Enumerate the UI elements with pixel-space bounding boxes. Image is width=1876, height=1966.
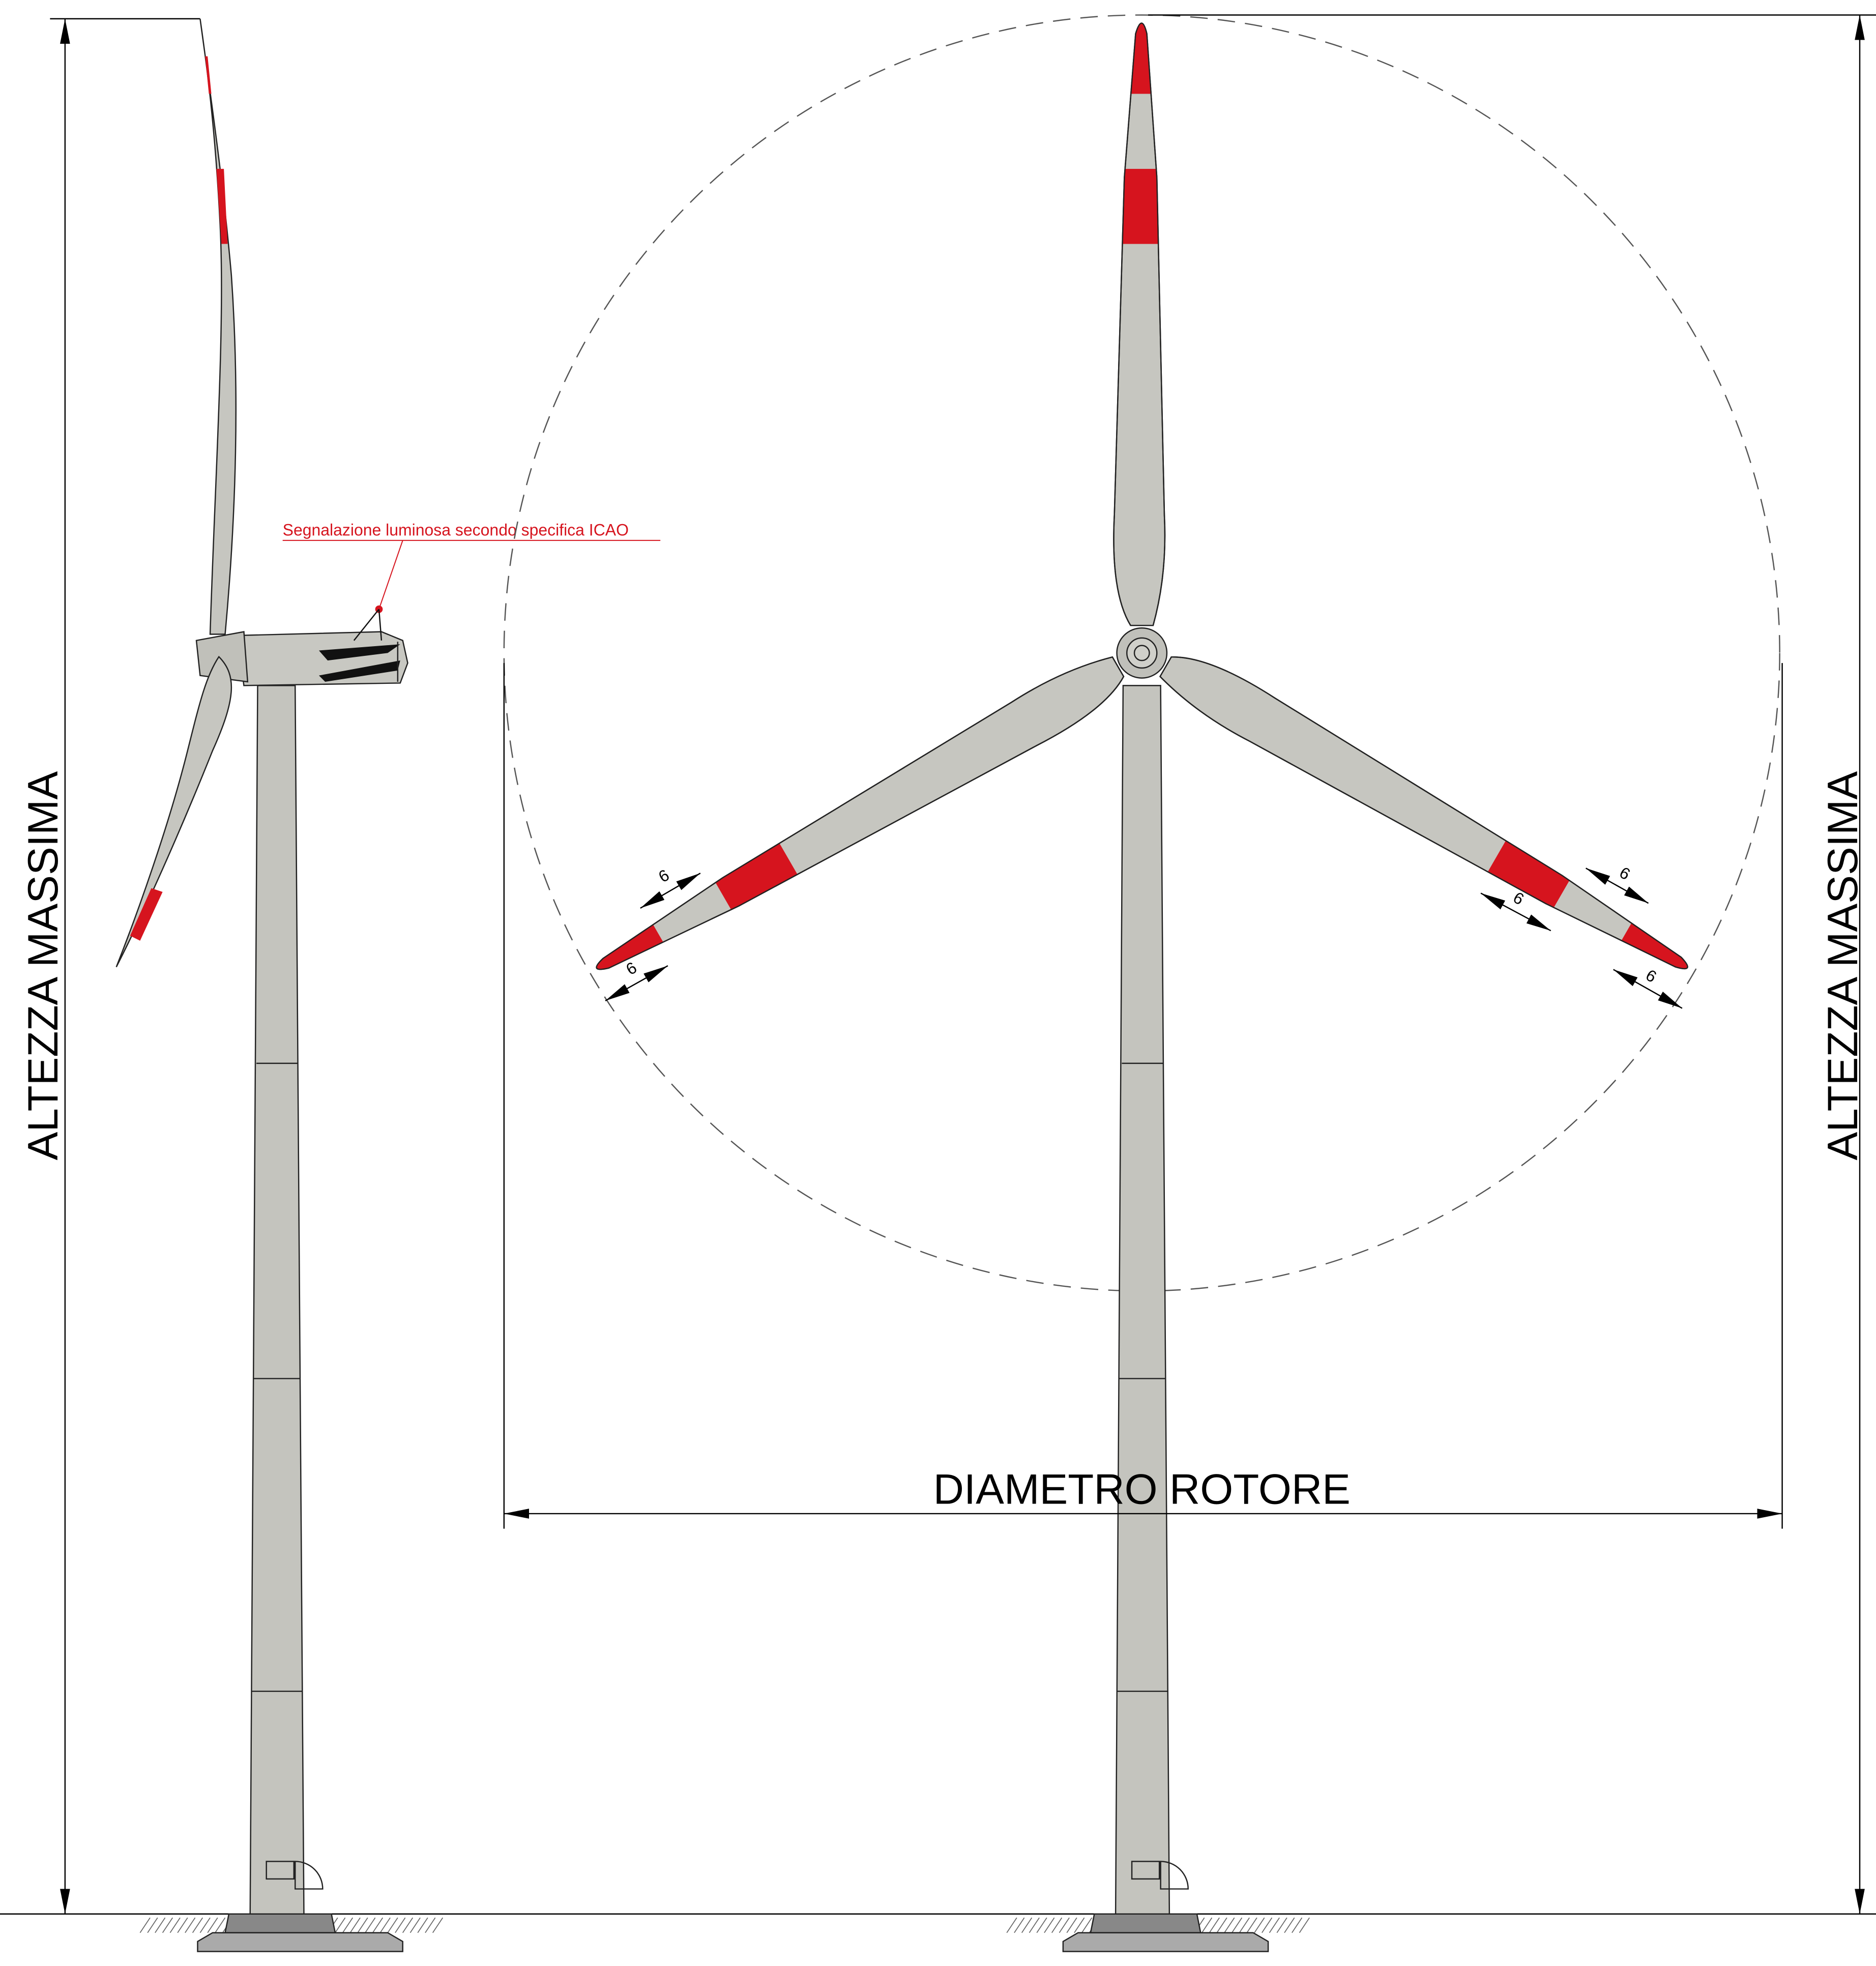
front-view-turbine-part bbox=[1063, 1933, 1268, 1952]
front-view-turbine-part bbox=[1091, 1914, 1200, 1933]
blade-part-part bbox=[1104, 169, 1180, 244]
blade bbox=[560, 634, 1137, 1011]
height-label: ALTEZZA MASSIMA bbox=[19, 771, 67, 1160]
side-view-turbine-part bbox=[216, 169, 227, 244]
height-dimension-right: ALTEZZA MASSIMA bbox=[1148, 15, 1876, 1914]
blade bbox=[1104, 3, 1180, 625]
height-dimension-left: ALTEZZA MASSIMA bbox=[19, 19, 200, 1914]
side-view-turbine-part bbox=[250, 685, 304, 1914]
front-view-turbine-part bbox=[1127, 638, 1157, 668]
blade-part bbox=[1113, 23, 1165, 625]
mark-length: 6 bbox=[1510, 888, 1527, 909]
side-view-turbine-part bbox=[379, 540, 403, 609]
diameter-label: DIAMETRO ROTORE bbox=[933, 1465, 1351, 1513]
side-view-turbine-part bbox=[225, 1914, 335, 1933]
height-label: ALTEZZA MASSIMA bbox=[1819, 771, 1866, 1160]
front-view-turbine-part bbox=[1116, 685, 1169, 1914]
mark-length: 6 bbox=[1643, 966, 1659, 986]
side-view-turbine-part bbox=[205, 56, 211, 94]
mark-length: 6 bbox=[655, 865, 672, 886]
blade-part bbox=[1154, 643, 1702, 988]
icao-note: Segnalazione luminosa secondo specifica … bbox=[283, 521, 629, 539]
side-view-turbine-part bbox=[200, 19, 236, 634]
side-view-turbine-part bbox=[116, 657, 231, 967]
mark-length: 6 bbox=[623, 958, 639, 978]
side-view-turbine: Segnalazione luminosa secondo specifica … bbox=[116, 19, 661, 1952]
blade-part-part bbox=[1104, 3, 1180, 94]
front-view-turbine bbox=[504, 3, 1780, 1952]
side-view-turbine-part bbox=[197, 1933, 402, 1952]
blade bbox=[1147, 634, 1724, 1011]
turbine-drawing: ALTEZZA MASSIMA Segnalazione luminosa se… bbox=[0, 0, 1876, 1966]
blade-part-part bbox=[1607, 900, 1724, 1010]
mark-length: 6 bbox=[1617, 863, 1633, 883]
